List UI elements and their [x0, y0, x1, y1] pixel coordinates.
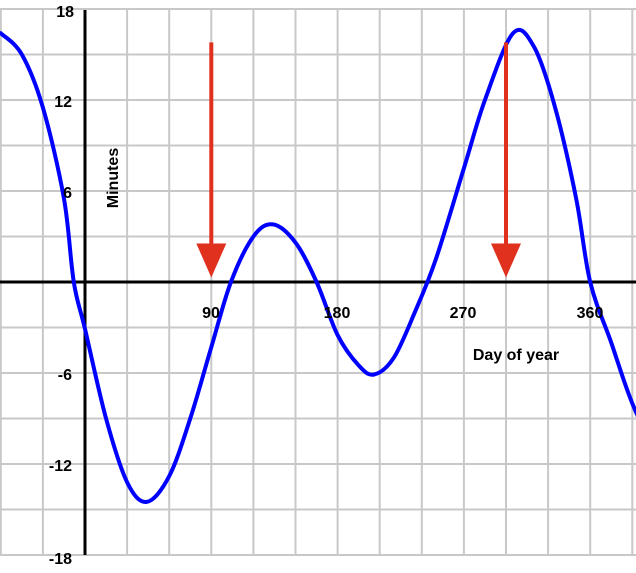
x-tick-270: 270 [450, 305, 477, 322]
y-tick-neg18: -18 [49, 551, 72, 568]
y-tick-neg6: -6 [58, 367, 72, 384]
x-axis-label: Day of year [473, 347, 559, 364]
x-tick-360: 360 [577, 305, 604, 322]
x-tick-90: 90 [202, 305, 220, 322]
y-tick-neg12: -12 [49, 458, 72, 475]
equation-of-time-curve [0, 27, 636, 504]
down-arrow-icon [196, 42, 227, 278]
y-axis-label: Minutes [105, 148, 122, 209]
y-tick-6: 6 [63, 185, 72, 202]
down-arrow-icon [491, 42, 521, 278]
annotation-arrows [196, 42, 521, 278]
x-tick-180: 180 [324, 305, 351, 322]
y-tick-18: 18 [56, 4, 74, 21]
y-tick-12: 12 [54, 94, 72, 111]
